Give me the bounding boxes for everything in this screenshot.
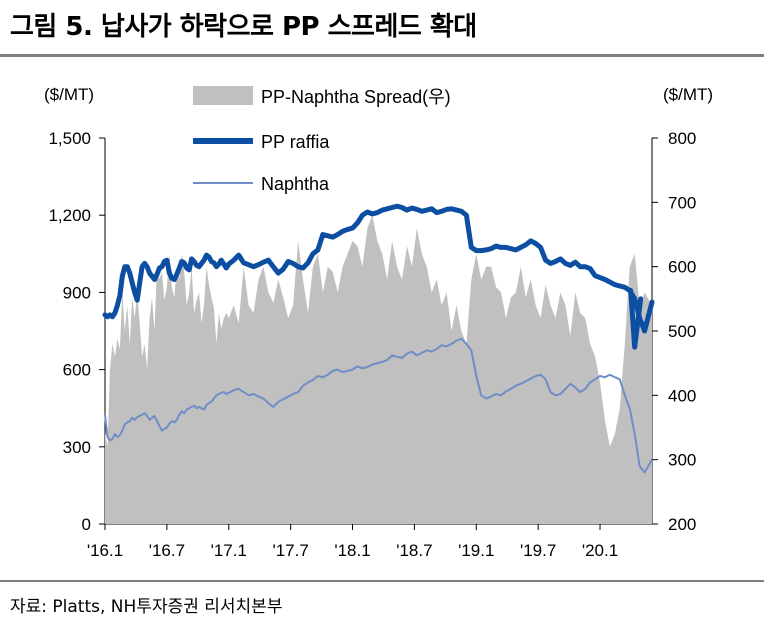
legend: PP-Naphtha Spread(우) PP raffia Naphtha: [193, 86, 451, 194]
x-tick-label: '17.7: [272, 541, 308, 560]
left-axis-unit: ($/MT): [44, 85, 94, 104]
naphtha-line: [104, 337, 653, 474]
spread-area-group: [105, 215, 652, 524]
legend-label-spread: PP-Naphtha Spread(우): [261, 87, 451, 107]
left-tick-label: 300: [63, 438, 91, 457]
bottom-divider: [0, 580, 764, 582]
right-tick-label: 400: [668, 386, 696, 405]
x-tick-label: '19.7: [520, 541, 556, 560]
figure-title: 그림 5. 납사가 하락으로 PP 스프레드 확대: [10, 12, 477, 42]
legend-label-naphtha: Naphtha: [261, 174, 330, 194]
right-tick-label: 200: [668, 515, 696, 534]
left-tick-label: 1,500: [48, 129, 91, 148]
x-tick-label: '18.1: [334, 541, 370, 560]
left-tick-label: 600: [63, 361, 91, 380]
right-axis-unit: ($/MT): [663, 85, 713, 104]
axes-group: ($/MT) ($/MT) 0 300 600 900 1,200 1,500 200 300…: [44, 85, 713, 560]
legend-label-pp: PP raffia: [261, 132, 330, 152]
right-tick-label: 500: [668, 322, 696, 341]
x-tick-label: '19.1: [458, 541, 494, 560]
x-tick-label: '20.1: [582, 541, 618, 560]
left-tick-label: 900: [63, 283, 91, 302]
spread-area: [105, 215, 652, 524]
right-tick-label: 800: [668, 129, 696, 148]
pp-raffia-line: [102, 203, 655, 334]
top-divider: [0, 54, 764, 57]
right-tick-label: 300: [668, 451, 696, 470]
right-tick-label: 700: [668, 193, 696, 212]
legend-swatch-spread: [193, 86, 253, 105]
right-tick-label: 600: [668, 258, 696, 277]
left-tick-label: 0: [82, 515, 91, 534]
series-lines-group: [102, 203, 655, 474]
left-tick-label: 1,200: [48, 206, 91, 225]
x-tick-label: '16.7: [149, 541, 185, 560]
source-note: 자료: Platts, NH투자증권 리서치본부: [10, 597, 283, 617]
pp-raffia-dip-0: [628, 287, 644, 350]
x-tick-label: '18.7: [396, 541, 432, 560]
x-tick-label: '17.1: [211, 541, 247, 560]
x-tick-label: '16.1: [87, 541, 123, 560]
